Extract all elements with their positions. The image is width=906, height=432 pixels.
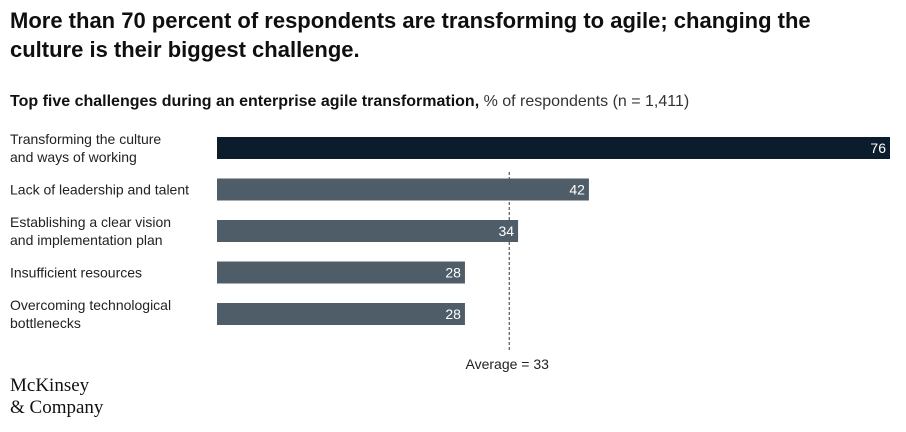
mckinsey-logo: McKinsey & Company [10, 375, 103, 419]
chart-unit: % of respondents (n = 1,411) [483, 93, 690, 110]
average-label: Average = 33 [466, 356, 550, 372]
category-label-line: bottlenecks [10, 315, 81, 331]
category-label-line: Establishing a clear vision [10, 214, 171, 230]
bar-3 [217, 220, 519, 242]
chart-title: Top five challenges during an enterprise… [10, 93, 480, 110]
bar-2 [217, 178, 589, 201]
category-label: Insufficient resources [10, 265, 142, 281]
category-label: Overcoming technological bottlenecks [10, 297, 171, 331]
category-label: Establishing a clear vision and implement… [10, 214, 171, 248]
category-label-line: Transforming the culture [10, 131, 161, 147]
bar-value-label: 34 [499, 223, 515, 239]
logo-line-1: McKinsey [10, 375, 90, 396]
category-label-line: Lack of leadership and talent [10, 182, 189, 198]
category-label-line: Overcoming technological [10, 297, 171, 313]
category-label: Lack of leadership and talent [10, 182, 189, 198]
bar-chart: Average = 33 76 Transforming the culture an… [10, 131, 890, 372]
bar-value-label: 28 [445, 265, 461, 281]
category-label: Transforming the culture and ways of work… [10, 131, 161, 165]
bar-value-label: 42 [569, 182, 585, 198]
bar-value-label: 76 [870, 140, 886, 156]
bar-1 [217, 137, 890, 159]
bar-4 [217, 261, 465, 284]
logo-line-2: & Company [10, 397, 104, 418]
bar-5 [217, 303, 465, 325]
category-label-line: Insufficient resources [10, 265, 142, 281]
headline: More than 70 percent of respondents are … [10, 8, 811, 62]
category-label-line: and implementation plan [10, 232, 163, 248]
bar-value-label: 28 [445, 306, 461, 322]
chart-subtitle: Top five challenges during an enterprise… [10, 92, 890, 112]
category-label-line: and ways of working [10, 149, 137, 165]
